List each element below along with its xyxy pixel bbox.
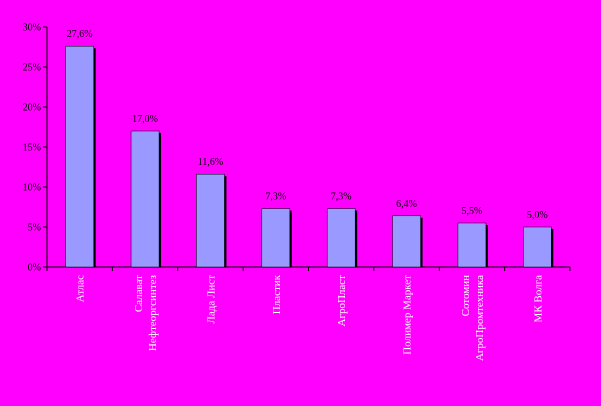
- data-label: 5,5%: [462, 206, 483, 217]
- y-tick-label: 0%: [28, 263, 41, 274]
- bar: [523, 226, 552, 268]
- data-label: 6,4%: [396, 199, 417, 210]
- data-label: 5,0%: [527, 210, 548, 221]
- bar: [326, 208, 356, 268]
- data-label: 17,0%: [132, 114, 158, 125]
- category-label-line: АгроПласт: [336, 275, 348, 327]
- bar: [261, 208, 291, 268]
- bar: [457, 222, 487, 268]
- category-label-line: Салават: [133, 275, 145, 312]
- category-label-line: Сотомин: [460, 275, 472, 316]
- bar: [392, 215, 421, 268]
- category-label-line: Нефтеоргсинтез: [147, 275, 159, 351]
- category-label: Салават Нефтеоргсинтез: [133, 275, 159, 351]
- category-labels: Атлас Салават Нефтеоргсинтез Лада Лист Пласт…: [75, 274, 545, 361]
- data-labels: 27,6% 17,0% 11,6% 7,3% 7,3% 6,4% 5,5% 5,0%: [67, 29, 548, 221]
- bars: [65, 45, 554, 268]
- bar: [196, 173, 225, 268]
- data-label: 11,6%: [198, 157, 223, 168]
- category-label-line: Полимер Маркет: [402, 275, 414, 355]
- category-label: Полимер Маркет: [402, 275, 414, 355]
- y-tick-label: 20%: [23, 103, 41, 114]
- bar: [65, 45, 94, 268]
- y-tick-label: 30%: [23, 23, 41, 34]
- category-label-line: МК Волга: [532, 275, 544, 323]
- y-tick-label: 15%: [23, 143, 41, 154]
- category-label: Лада Лист: [205, 275, 217, 324]
- category-label-line: АгроПромтехника: [474, 275, 486, 361]
- y-tick-label: 10%: [23, 183, 41, 194]
- category-label: Сотомин АгроПромтехника: [460, 275, 486, 361]
- data-label: 7,3%: [265, 192, 286, 203]
- category-label: Пластик: [271, 274, 283, 314]
- category-label-line: Лада Лист: [205, 275, 217, 324]
- category-label: МК Волга: [532, 275, 544, 323]
- y-tick-label: 5%: [28, 223, 41, 234]
- y-tick-label: 25%: [23, 63, 41, 74]
- category-label-line: Атлас: [75, 275, 87, 302]
- category-label: Атлас: [75, 275, 87, 302]
- bar: [130, 130, 160, 268]
- category-label-line: Пластик: [271, 274, 283, 314]
- data-label: 7,3%: [331, 192, 352, 203]
- category-label: АгроПласт: [336, 275, 348, 327]
- data-label: 27,6%: [67, 29, 93, 40]
